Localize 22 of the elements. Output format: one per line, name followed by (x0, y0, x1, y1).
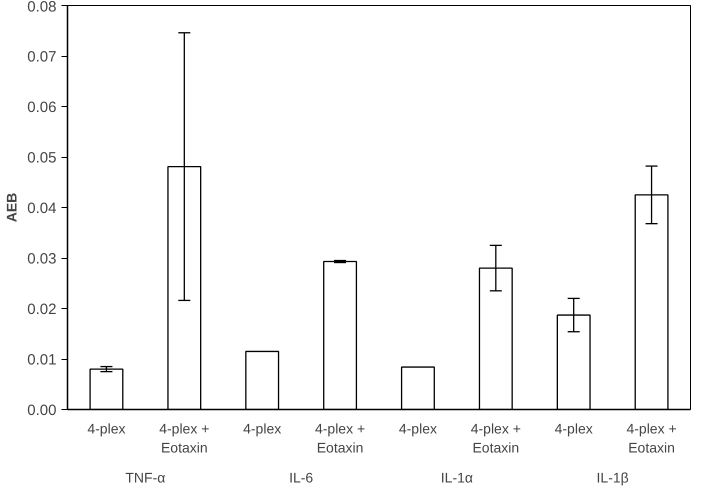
y-tick-label: 0.00 (27, 402, 57, 419)
y-tick-label: 0.08 (27, 0, 57, 16)
x-tick-label: 4-plex + Eotaxin (470, 420, 521, 456)
y-tick-label: 0.02 (27, 301, 57, 318)
y-tick-label: 0.05 (27, 150, 57, 166)
text: IL-1β (596, 470, 629, 486)
x-tick-label: 4-plex (87, 420, 126, 436)
text: IL-1α (440, 470, 473, 486)
y-tick-label: 0.04 (27, 200, 57, 217)
text: IL-6 (289, 470, 314, 486)
x-tick-label: 4-plex (398, 420, 438, 436)
x-tick-label: 4-plex + Eotaxin (626, 420, 677, 456)
x-tick-label: 4-plex (554, 420, 593, 436)
y-tick-label: 0.07 (27, 48, 57, 66)
y-tick-label: 0.03 (27, 250, 57, 268)
y-tick-label: 0.06 (27, 99, 57, 116)
x-tick-label: 4-plex + Eotaxin (314, 420, 366, 456)
x-tick-label: 4-plex + Eotaxin (159, 420, 210, 456)
y-axis-title: AEB (3, 192, 20, 222)
y-tick-label: 0.01 (27, 352, 57, 368)
text: TNF-α (125, 470, 166, 486)
x-tick-label: 4-plex (243, 420, 282, 436)
